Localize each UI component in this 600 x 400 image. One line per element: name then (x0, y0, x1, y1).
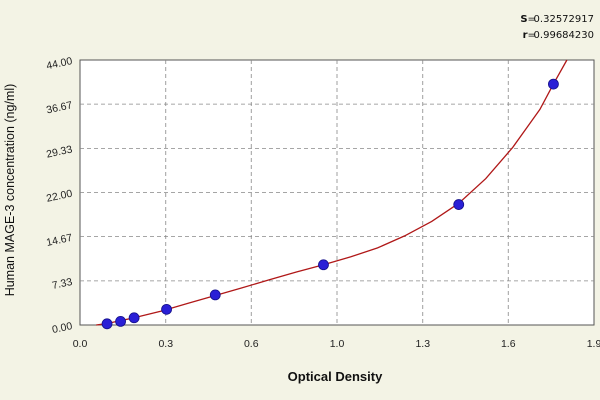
y-tick-label: 44.00 (45, 55, 73, 72)
r-stat-equals: = (527, 30, 536, 41)
s-stat-value: 0.32572917 (533, 14, 594, 25)
data-point (128, 312, 140, 324)
data-point (548, 78, 559, 90)
data-point (161, 303, 172, 315)
x-axis-label: Optical Density (288, 369, 383, 384)
y-tick-label: 0.00 (51, 320, 74, 336)
data-point (101, 318, 113, 330)
y-tick-label: 29.33 (45, 143, 73, 160)
x-tick-labels: 0.0 0.3 0.6 1.0 1.3 1.6 1.9 (73, 338, 600, 350)
x-tick-label: 0.6 (244, 338, 259, 350)
x-tick-label: 0.0 (73, 338, 88, 350)
y-tick-label: 14.67 (45, 232, 73, 249)
s-stat-label: S (520, 14, 528, 25)
data-point (453, 199, 465, 210)
x-tick-label: 1.0 (330, 338, 345, 350)
y-tick-label: 36.67 (45, 99, 73, 116)
fit-statistics: S=0.32572917 r=0.99684230 (514, 12, 594, 44)
r-stat-label: r (522, 30, 528, 41)
y-tick-labels: 0.00 7.33 14.67 22.00 29.33 36.67 44.00 (45, 55, 73, 336)
x-tick-label: 0.3 (158, 338, 173, 350)
y-tick-label: 7.33 (51, 276, 74, 292)
s-stat-row: S=0.32572917 (514, 12, 594, 28)
x-tick-label: 1.3 (415, 338, 430, 350)
data-point (209, 289, 221, 301)
y-tick-label: 22.00 (45, 188, 73, 205)
data-point (115, 315, 126, 327)
r-stat-row: r=0.99684230 (514, 28, 594, 44)
grid-lines (80, 60, 594, 325)
r-stat-value: 0.99684230 (533, 30, 594, 41)
s-stat-equals: = (527, 14, 536, 25)
x-tick-label: 1.6 (501, 338, 516, 350)
data-points-layer (101, 78, 559, 330)
x-tick-label: 1.9 (587, 338, 600, 350)
data-point (318, 259, 329, 271)
y-axis-label: Human MAGE-3 concentration (ng/ml) (3, 84, 17, 297)
